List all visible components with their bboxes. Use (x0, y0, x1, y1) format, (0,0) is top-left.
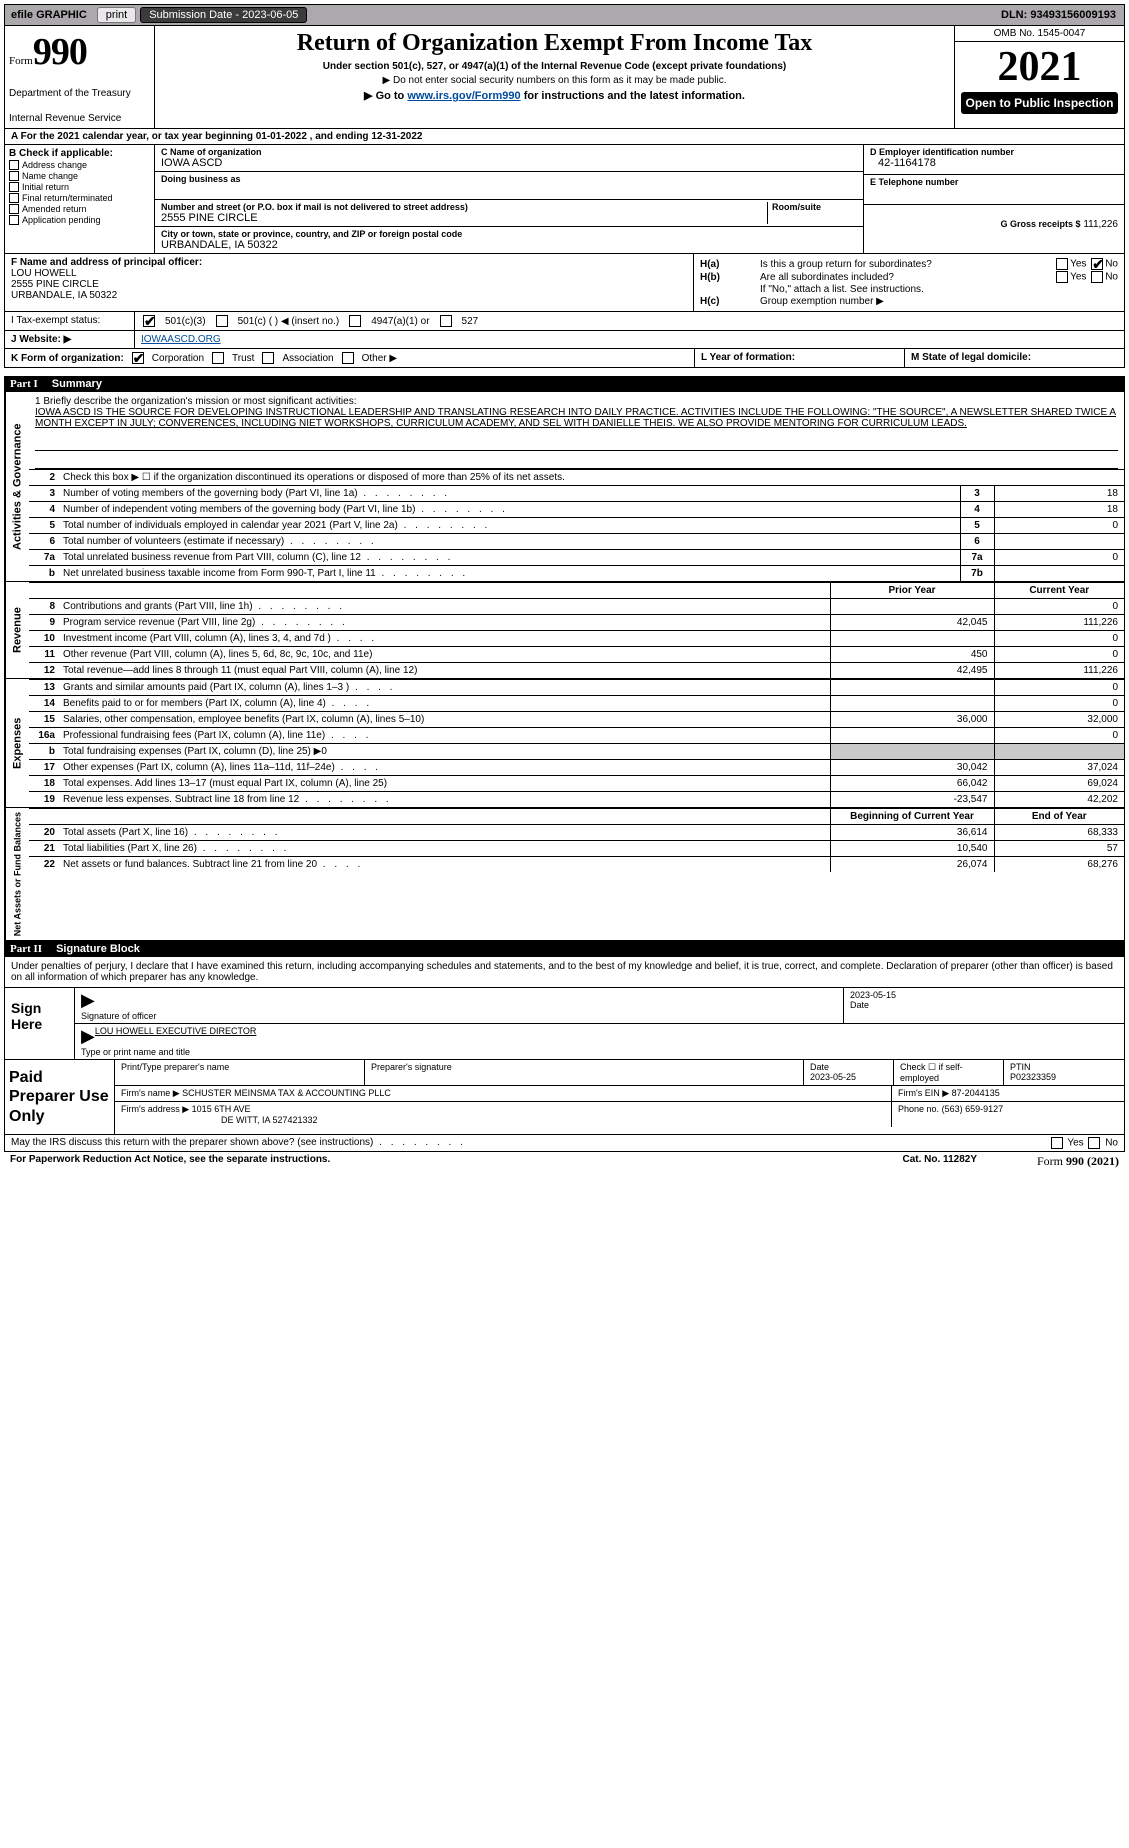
addr-label: Number and street (or P.O. box if mail i… (161, 202, 767, 212)
checkbox-icon[interactable] (212, 352, 224, 364)
part-1-header: Part I Summary (4, 376, 1125, 392)
website-link[interactable]: IOWAASCD.ORG (141, 334, 221, 345)
checkbox-checked-icon[interactable] (1091, 258, 1103, 270)
checkbox-icon[interactable] (9, 215, 19, 225)
revenue-table: Prior YearCurrent Year 8Contributions an… (29, 582, 1124, 678)
subtitle-2: ▶ Do not enter social security numbers o… (163, 75, 946, 86)
sign-here-block: Sign Here ▶Signature of officer 2023-05-… (4, 987, 1125, 1060)
side-label-governance: Activities & Governance (5, 392, 29, 581)
f-label: F Name and address of principal officer: (11, 257, 687, 268)
checkbox-icon[interactable] (1091, 271, 1103, 283)
checkbox-icon[interactable] (216, 315, 228, 327)
checkbox-icon[interactable] (9, 171, 19, 181)
checkbox-icon[interactable] (9, 193, 19, 203)
officer-addr2: URBANDALE, IA 50322 (11, 290, 687, 301)
print-button[interactable]: print (97, 7, 136, 23)
c-name-label: C Name of organization (161, 147, 857, 157)
form-number: 990 (33, 31, 87, 73)
governance-table: 2Check this box ▶ ☐ if the organization … (29, 469, 1124, 581)
omb-number: OMB No. 1545-0047 (955, 26, 1124, 42)
city-label: City or town, state or province, country… (161, 229, 857, 239)
checkbox-icon[interactable] (1056, 258, 1068, 270)
checkbox-icon[interactable] (440, 315, 452, 327)
ein-value: 42-1164178 (870, 157, 1118, 169)
submission-date-button[interactable]: Submission Date - 2023-06-05 (140, 7, 307, 23)
checkbox-icon[interactable] (262, 352, 274, 364)
side-label-net-assets: Net Assets or Fund Balances (5, 808, 29, 940)
blank-line (35, 437, 1118, 451)
checkbox-icon[interactable] (9, 204, 19, 214)
row-j: J Website: ▶ IOWAASCD.ORG (4, 330, 1125, 348)
arrow-icon: ▶ (81, 990, 95, 1010)
form-word: Form (9, 55, 33, 67)
open-public-badge: Open to Public Inspection (961, 92, 1118, 114)
expenses-table: 13Grants and similar amounts paid (Part … (29, 679, 1124, 807)
footer: For Paperwork Reduction Act Notice, see … (4, 1152, 1125, 1171)
room-label: Room/suite (772, 202, 857, 212)
irs-link[interactable]: www.irs.gov/Form990 (407, 90, 520, 102)
org-name: IOWA ASCD (161, 157, 857, 169)
b-header: B Check if applicable: (9, 148, 150, 159)
city-state-zip: URBANDALE, IA 50322 (161, 239, 857, 251)
dept-label: Department of the Treasury (9, 88, 150, 99)
checkbox-icon[interactable] (1056, 271, 1068, 283)
checkbox-checked-icon[interactable] (143, 315, 155, 327)
checkbox-icon[interactable] (349, 315, 361, 327)
row-k: K Form of organization: Corporation Trus… (4, 348, 1125, 368)
phone-label: E Telephone number (870, 177, 1118, 187)
part-2-header: Part II Signature Block (4, 941, 1125, 957)
side-label-revenue: Revenue (5, 582, 29, 678)
subtitle-1: Under section 501(c), 527, or 4947(a)(1)… (163, 61, 946, 72)
goto-line: ▶ Go to www.irs.gov/Form990 for instruct… (163, 89, 946, 102)
net-assets-table: Beginning of Current YearEnd of Year 20T… (29, 808, 1124, 872)
tax-year: 2021 (955, 42, 1124, 92)
efile-label: efile GRAPHIC (5, 9, 93, 21)
form-title: Return of Organization Exempt From Incom… (163, 30, 946, 57)
officer-name: LOU HOWELL (11, 268, 687, 279)
checkbox-icon[interactable] (9, 182, 19, 192)
row-a-tax-year: A For the 2021 calendar year, or tax yea… (4, 129, 1125, 145)
block-bcd: B Check if applicable: Address change Na… (4, 145, 1125, 253)
mission-block: 1 Briefly describe the organization's mi… (29, 392, 1124, 433)
mission-text: IOWA ASCD IS THE SOURCE FOR DEVELOPING I… (35, 407, 1116, 429)
discuss-row: May the IRS discuss this return with the… (4, 1135, 1125, 1152)
officer-addr1: 2555 PINE CIRCLE (11, 279, 687, 290)
gross-label: G Gross receipts $ (1001, 219, 1081, 229)
block-fh: F Name and address of principal officer:… (4, 253, 1125, 311)
topbar: efile GRAPHIC print Submission Date - 20… (4, 4, 1125, 26)
form-header: Form990 Department of the Treasury Inter… (4, 26, 1125, 129)
side-label-expenses: Expenses (5, 679, 29, 807)
blank-line (35, 455, 1118, 469)
row-i: I Tax-exempt status: 501(c)(3) 501(c) ( … (4, 311, 1125, 330)
checkbox-icon[interactable] (1051, 1137, 1063, 1149)
signature-intro: Under penalties of perjury, I declare th… (4, 957, 1125, 987)
dln-label: DLN: 93493156009193 (993, 9, 1124, 21)
ein-label: D Employer identification number (870, 147, 1118, 157)
paid-preparer-block: Paid Preparer Use Only Print/Type prepar… (4, 1060, 1125, 1135)
checkbox-checked-icon[interactable] (132, 352, 144, 364)
checkbox-icon[interactable] (1088, 1137, 1100, 1149)
gross-receipts: 111,226 (1083, 219, 1118, 230)
checkbox-icon[interactable] (9, 160, 19, 170)
street-address: 2555 PINE CIRCLE (161, 212, 767, 224)
irs-label: Internal Revenue Service (9, 113, 150, 124)
arrow-icon: ▶ (81, 1026, 95, 1046)
checkbox-icon[interactable] (342, 352, 354, 364)
dba-label: Doing business as (161, 174, 857, 184)
